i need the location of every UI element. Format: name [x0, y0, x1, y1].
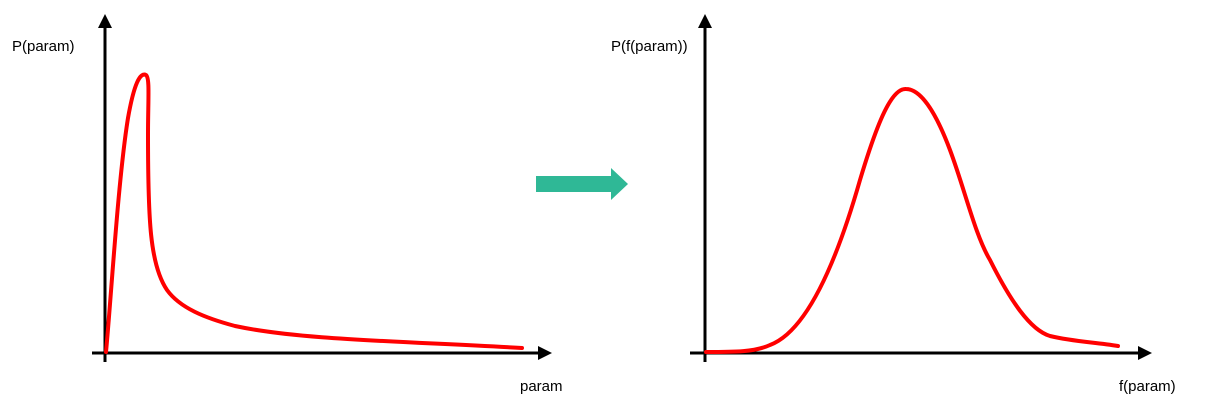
right-y-axis-label: P(f(param))	[611, 38, 688, 55]
left-y-axis-arrowhead	[98, 14, 112, 28]
transform-arrow-head	[611, 168, 628, 200]
left-x-axis-label: param	[520, 378, 563, 395]
left-x-axis-arrowhead	[538, 346, 552, 360]
right-bell-distribution-curve	[704, 87, 1120, 354]
right-x-axis-arrowhead	[1138, 346, 1152, 360]
right-x-axis-label: f(param)	[1119, 378, 1176, 395]
transform-arrow-shaft	[536, 176, 612, 192]
transform-arrow	[536, 168, 628, 200]
right-y-axis-arrowhead	[698, 14, 712, 28]
left-y-axis-label: P(param)	[12, 38, 75, 55]
right-plot: P(f(param)) f(param)	[611, 14, 1176, 395]
left-plot: P(param) param	[12, 14, 563, 395]
left-skewed-distribution-curve	[104, 72, 524, 354]
